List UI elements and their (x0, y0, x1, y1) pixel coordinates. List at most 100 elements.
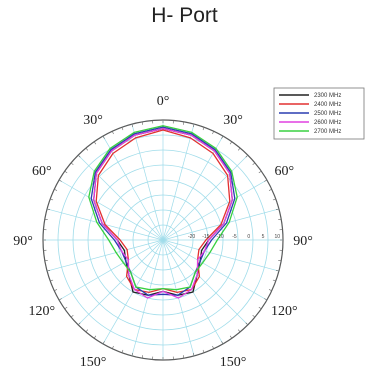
angle-label: 30° (223, 113, 243, 128)
rim-tick (131, 352, 134, 356)
grid-spoke (102, 135, 164, 241)
rim-tick (112, 131, 114, 135)
legend-entry: 2400 MHz (314, 102, 341, 108)
rim-tick (229, 141, 233, 145)
angle-label: 120° (28, 304, 55, 319)
grid-spoke (77, 239, 164, 326)
series-line-2500-mhz (90, 126, 236, 296)
rim-tick (202, 127, 205, 131)
radial-tick-label: -5 (232, 234, 237, 240)
grid-spoke (162, 154, 249, 241)
rim-tick (229, 335, 233, 339)
rim-tick (70, 314, 74, 318)
rim-tick (121, 127, 124, 131)
grid-spoke (46, 239, 164, 272)
rim-tick (245, 322, 249, 326)
rim-tick (112, 345, 114, 349)
grid-spoke (162, 123, 195, 241)
radial-tick-label: 10 (275, 234, 281, 240)
rim-tick (183, 355, 185, 359)
rim-tick (44, 218, 48, 220)
grid-spoke (162, 239, 280, 272)
radial-tick-labels: -20 -15 -10 -5 0 5 10 (188, 234, 280, 240)
rim-tick (70, 162, 74, 166)
rim-tick (221, 341, 224, 345)
chart-title: H- Port (151, 4, 218, 27)
grid-spoke (162, 239, 249, 326)
rim-tick (102, 135, 105, 139)
rim-tick (131, 124, 134, 128)
rim-tick (44, 260, 48, 262)
rim-tick (221, 135, 224, 139)
rim-tick (264, 179, 268, 182)
rim-tick (64, 306, 68, 310)
rim-tick (245, 154, 249, 158)
rim-tick (192, 352, 195, 356)
rim-tick (258, 306, 262, 310)
angle-label: 30° (83, 113, 103, 128)
rim-tick (85, 147, 89, 151)
rim-tick (258, 170, 262, 174)
grid-spoke (58, 179, 164, 241)
angle-label: 150° (220, 355, 247, 370)
rim-tick (272, 279, 276, 282)
rim-tick (275, 269, 279, 272)
rim-tick (47, 269, 51, 272)
grid-spoke (77, 154, 164, 241)
rim-tick (212, 345, 214, 349)
angle-label: 0° (157, 94, 170, 109)
rim-tick (272, 198, 276, 201)
rim-tick (77, 154, 81, 158)
rim-tick (278, 218, 282, 220)
radial-tick-label: -20 (188, 234, 195, 240)
angle-labels: 0° 30° 60° 90° 120° 150° 180° 150° 120° 90° 60° 30° (13, 94, 313, 376)
angle-label: 60° (274, 164, 294, 179)
rim-tick (141, 121, 143, 125)
angle-label: 180° (150, 374, 177, 376)
grid-spoke (162, 239, 268, 301)
rim-tick (183, 121, 185, 125)
rim-tick (237, 329, 241, 333)
rim-tick (192, 124, 195, 128)
polar-grid (42, 119, 284, 361)
angle-label: 90° (293, 234, 313, 249)
series-curves (88, 125, 238, 299)
rim-tick (141, 355, 143, 359)
rim-tick (54, 289, 58, 291)
legend-entry: 2600 MHz (314, 120, 341, 126)
radial-tick-label: 0 (247, 234, 250, 240)
rim-tick (58, 298, 62, 301)
rim-tick (47, 208, 51, 211)
series-line-2600-mhz (93, 127, 233, 299)
rim-tick (121, 349, 124, 353)
angle-label: 150° (80, 355, 107, 370)
rim-tick (278, 260, 282, 262)
rim-tick (252, 314, 256, 318)
rim-tick (102, 341, 105, 345)
legend-entry: 2500 MHz (314, 111, 341, 117)
rim-tick (50, 198, 54, 201)
rim-tick (264, 298, 268, 301)
series-line-2700-mhz (88, 125, 238, 291)
rim-tick (85, 329, 89, 333)
grid-spoke (162, 135, 224, 241)
grid-spoke (58, 239, 164, 301)
rim-tick (268, 289, 272, 291)
grid-spoke (131, 123, 164, 241)
rim-tick (202, 349, 205, 353)
rim-tick (252, 162, 256, 166)
rim-tick (77, 322, 81, 326)
rim-tick (54, 189, 58, 191)
legend: 2300 MHz 2400 MHz 2500 MHz 2600 MHz 2700 MHz (273, 87, 365, 140)
rim-tick (275, 208, 279, 211)
rim-tick (64, 170, 68, 174)
rim-tick (212, 131, 214, 135)
rim-tick (58, 179, 62, 182)
rim-tick (268, 189, 272, 191)
angle-label: 60° (32, 164, 52, 179)
grid-spoke (162, 179, 268, 241)
rim-tick (237, 147, 241, 151)
legend-entry: 2300 MHz (314, 93, 341, 99)
radial-tick-label: 5 (262, 234, 265, 240)
